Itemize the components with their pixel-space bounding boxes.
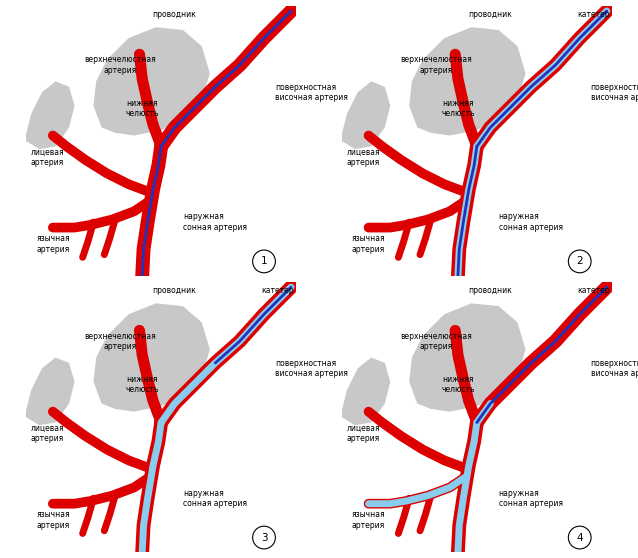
Text: проводник: проводник	[152, 9, 197, 18]
Text: лицевая
артерия: лицевая артерия	[31, 147, 64, 167]
Text: катетер: катетер	[577, 9, 609, 18]
Text: нижняя
челюсть: нижняя челюсть	[126, 375, 159, 395]
Polygon shape	[93, 304, 210, 412]
Text: нижняя
челюсть: нижняя челюсть	[441, 375, 475, 395]
Text: лицевая
артерия: лицевая артерия	[346, 147, 380, 167]
Polygon shape	[341, 358, 390, 425]
Text: нижняя
челюсть: нижняя челюсть	[126, 99, 159, 118]
Text: поверхностная
височная артерия: поверхностная височная артерия	[275, 83, 348, 102]
Text: верхнечелюстная
артерия: верхнечелюстная артерия	[85, 331, 156, 351]
Text: язычная
артерия: язычная артерия	[352, 510, 385, 530]
Text: поверхностная
височная артерия: поверхностная височная артерия	[591, 359, 638, 378]
Text: 2: 2	[576, 257, 583, 266]
Polygon shape	[409, 304, 526, 412]
Text: наружная
сонная артерия: наружная сонная артерия	[498, 489, 563, 508]
Text: верхнечелюстная
артерия: верхнечелюстная артерия	[401, 331, 472, 351]
Text: язычная
артерия: язычная артерия	[352, 234, 385, 253]
Polygon shape	[409, 27, 526, 136]
Polygon shape	[26, 81, 75, 149]
Text: катетер: катетер	[261, 286, 293, 295]
Text: нижняя
челюсть: нижняя челюсть	[441, 99, 475, 118]
Text: проводник: проводник	[468, 286, 512, 295]
Text: верхнечелюстная
артерия: верхнечелюстная артерия	[85, 55, 156, 75]
Polygon shape	[93, 27, 210, 136]
Text: лицевая
артерия: лицевая артерия	[31, 424, 64, 443]
Text: язычная
артерия: язычная артерия	[36, 510, 70, 530]
Text: поверхностная
височная артерия: поверхностная височная артерия	[275, 359, 348, 378]
Text: 4: 4	[576, 532, 583, 542]
Text: наружная
сонная артерия: наружная сонная артерия	[183, 489, 247, 508]
Text: наружная
сонная артерия: наружная сонная артерия	[183, 213, 247, 232]
Text: верхнечелюстная
артерия: верхнечелюстная артерия	[401, 55, 472, 75]
Text: проводник: проводник	[152, 286, 197, 295]
Text: 3: 3	[261, 532, 267, 542]
Text: катетер: катетер	[577, 286, 609, 295]
Text: язычная
артерия: язычная артерия	[36, 234, 70, 253]
Text: наружная
сонная артерия: наружная сонная артерия	[498, 213, 563, 232]
Polygon shape	[341, 81, 390, 149]
Polygon shape	[26, 358, 75, 425]
Text: проводник: проводник	[468, 9, 512, 18]
Text: лицевая
артерия: лицевая артерия	[346, 424, 380, 443]
Text: 1: 1	[261, 257, 267, 266]
Text: поверхностная
височная артерия: поверхностная височная артерия	[591, 83, 638, 102]
